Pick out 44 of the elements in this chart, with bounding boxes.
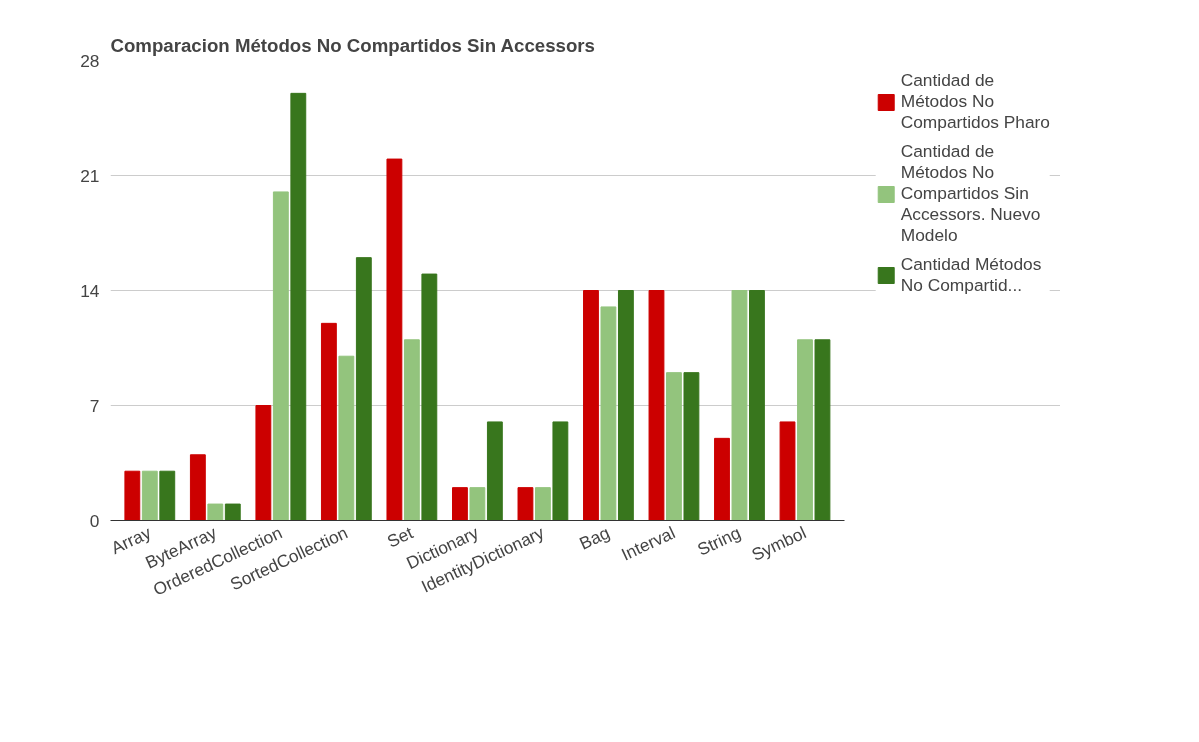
y-tick-label: 21 <box>80 165 100 186</box>
bar <box>600 306 617 521</box>
legend-label: Cantidad de Métodos No Compartidos Pharo <box>900 70 1050 133</box>
legend-label: Cantidad Métodos No Compartid... <box>900 254 1042 296</box>
bar <box>486 421 503 521</box>
bar <box>320 322 337 521</box>
bar <box>207 503 224 521</box>
bar <box>797 339 813 521</box>
bar <box>731 290 748 521</box>
bar <box>386 158 403 521</box>
bar <box>517 487 534 521</box>
bar <box>779 421 796 521</box>
bar <box>469 487 486 521</box>
bar <box>159 470 176 521</box>
y-tick-label: 0 <box>89 510 100 531</box>
bar <box>714 437 730 521</box>
legend-label: Cantidad de Métodos No Compartidos Sin Accessors. Nuevo Modelo <box>900 141 1041 246</box>
bar <box>141 470 158 521</box>
y-tick-label: 7 <box>89 395 100 416</box>
bar <box>272 191 289 521</box>
bar <box>814 339 831 521</box>
chart-title: Comparacion Métodos No Compartidos Sin Accessors <box>110 34 595 56</box>
bar <box>224 503 241 521</box>
bar <box>666 372 682 521</box>
x-tick-label: String <box>694 522 744 560</box>
y-tick-label: 28 <box>80 50 100 71</box>
bar <box>552 421 569 521</box>
bar <box>749 290 765 521</box>
bar <box>255 405 272 521</box>
bar <box>452 487 468 521</box>
bar <box>683 372 700 521</box>
bar <box>534 487 551 521</box>
bar <box>648 290 665 521</box>
bar <box>189 454 206 521</box>
y-tick-label: 14 <box>80 280 100 301</box>
bar <box>338 355 355 521</box>
bar <box>124 470 141 521</box>
bar <box>583 290 599 521</box>
x-tick-label: Bag <box>576 522 613 554</box>
bar <box>421 273 438 521</box>
bar <box>403 339 420 521</box>
bar <box>617 290 634 521</box>
bar <box>355 257 372 521</box>
bar <box>290 92 307 521</box>
